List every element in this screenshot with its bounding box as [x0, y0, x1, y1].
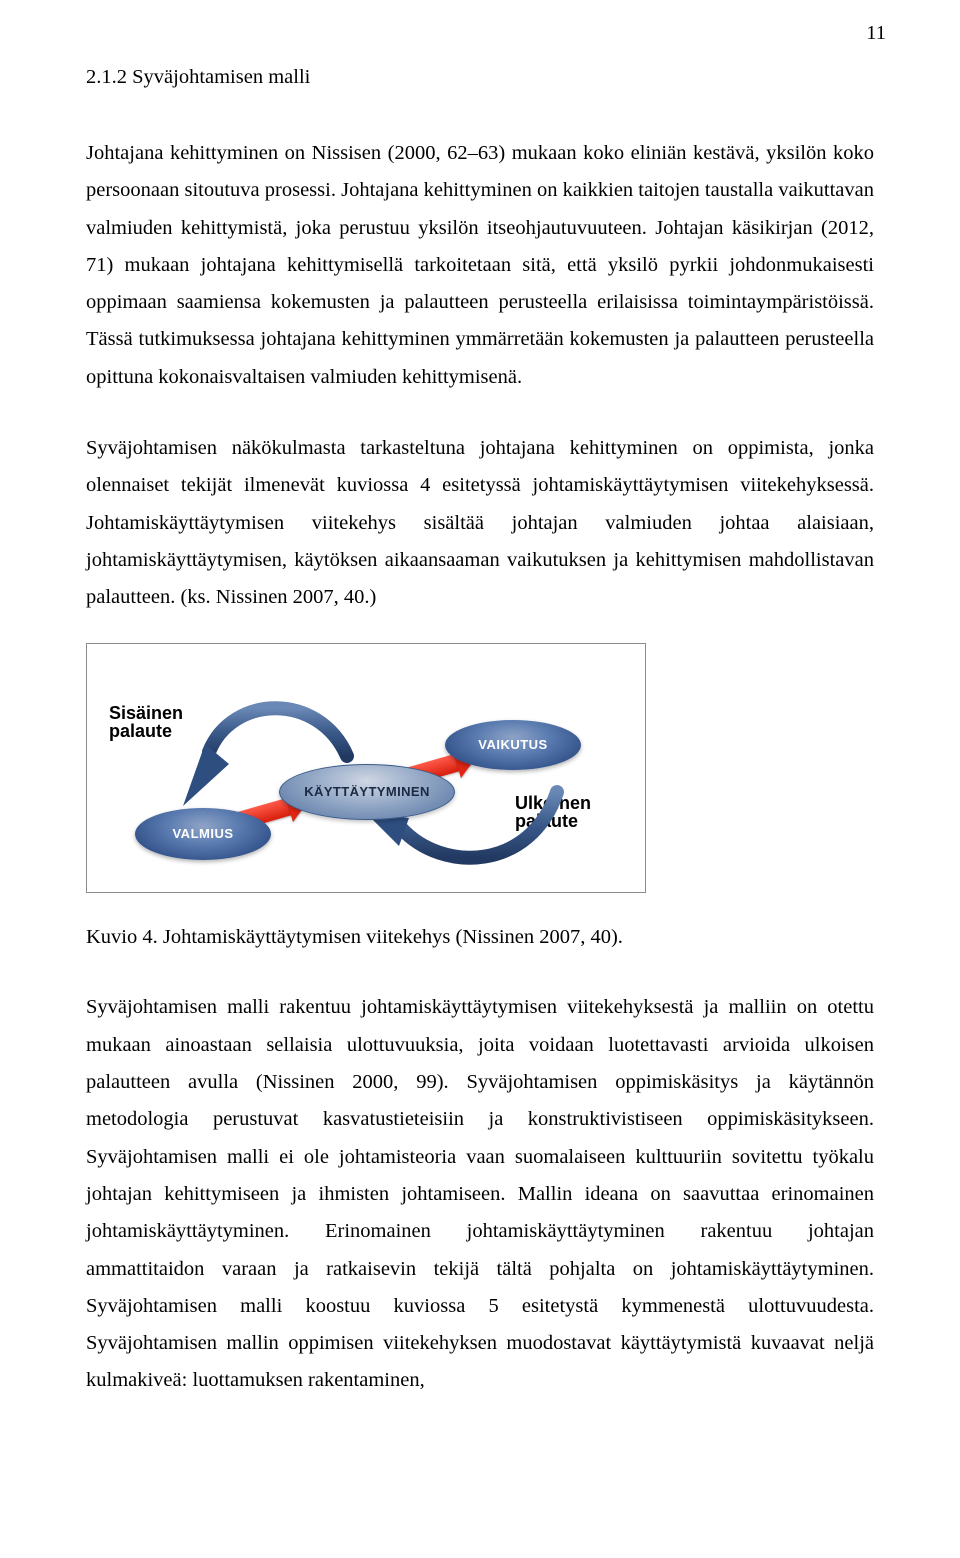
paragraph-3: Syväjohtamisen malli rakentuu johtamiskä… — [86, 989, 874, 1399]
node-valmius: VALMIUS — [135, 808, 271, 860]
node-label: VAIKUTUS — [478, 737, 547, 752]
page-number: 11 — [866, 22, 886, 45]
paragraph-2: Syväjohtamisen näkökulmasta tarkasteltun… — [86, 430, 874, 616]
node-vaikutus: VAIKUTUS — [445, 720, 581, 770]
document-page: 11 2.1.2 Syväjohtamisen malli Johtajana … — [0, 0, 960, 1558]
node-label: KÄYTTÄYTYMINEN — [304, 784, 430, 799]
node-label: VALMIUS — [172, 826, 233, 841]
figure-caption: Kuvio 4. Johtamiskäyttäytymisen viitekeh… — [86, 919, 874, 956]
paragraph-1: Johtajana kehittyminen on Nissisen (2000… — [86, 135, 874, 396]
node-kayttaytyminen: KÄYTTÄYTYMINEN — [279, 764, 455, 820]
section-heading: 2.1.2 Syväjohtamisen malli — [86, 66, 874, 89]
figure-4-diagram: Sisäinenpalaute Ulkoinenpalaute — [86, 643, 646, 893]
